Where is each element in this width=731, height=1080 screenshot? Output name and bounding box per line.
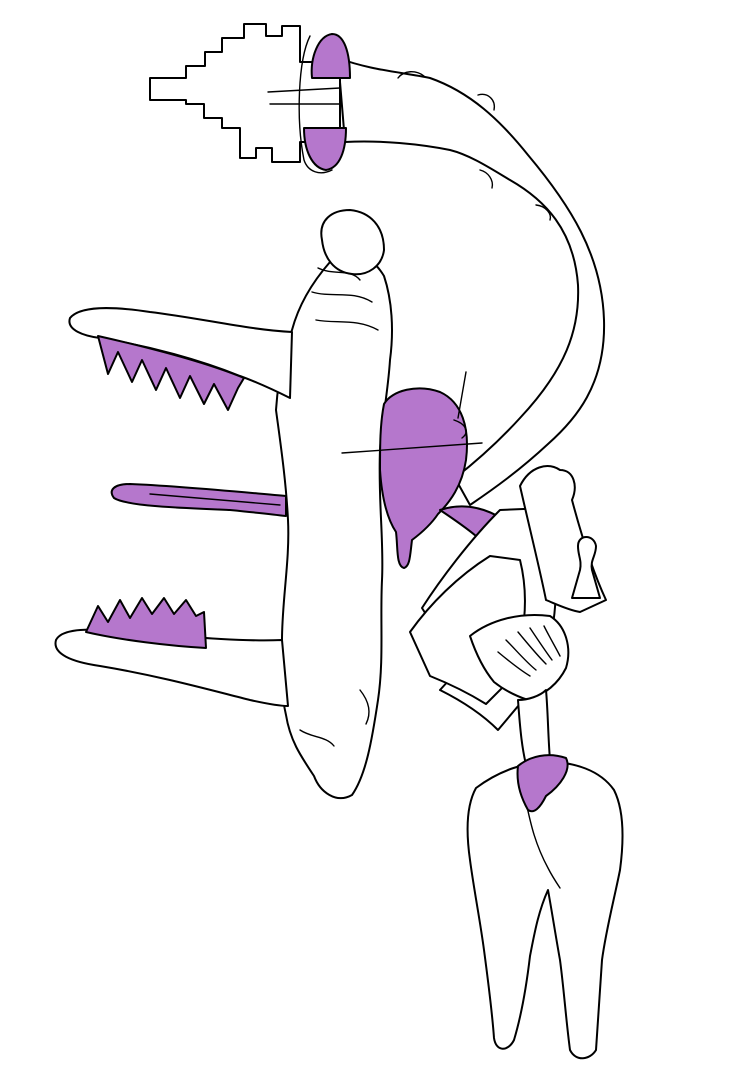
stalk-bump-3	[479, 169, 494, 189]
stalk-bump-1	[397, 71, 425, 79]
curved-stalk	[337, 57, 606, 506]
stalk-bump-2	[477, 93, 495, 111]
upper-jaw-teeth	[97, 335, 245, 411]
trunk-fold-1	[317, 267, 361, 281]
trunk-fold-4	[359, 689, 370, 725]
root-tooth	[466, 761, 624, 1060]
fan-frill	[469, 614, 570, 701]
trunk-fold-2	[311, 291, 373, 303]
stalk-bump-4	[535, 204, 552, 221]
tooth-root-crease	[525, 801, 561, 889]
trunk-fold-3	[315, 319, 379, 331]
lower-jaw-teeth	[85, 597, 207, 649]
ornament-line-1	[267, 87, 341, 93]
violet-lobe	[379, 387, 468, 569]
tooth-collar	[516, 754, 569, 813]
tube-connector-bottom-ring	[303, 127, 347, 171]
tongue-crease	[149, 493, 281, 506]
trunk-top-knob	[320, 209, 385, 276]
tongue	[110, 483, 287, 517]
central-trunk	[275, 252, 393, 800]
fan-frill-ridges	[497, 625, 561, 677]
lobe-bow	[453, 371, 467, 439]
tube-connector-rim	[298, 35, 333, 174]
tooth-neck	[517, 689, 551, 773]
keyhole-cutout	[571, 536, 601, 599]
lobe-crossline	[341, 442, 483, 454]
tube-connector-top-ring	[310, 33, 351, 79]
trunk-fold-5	[299, 729, 335, 747]
